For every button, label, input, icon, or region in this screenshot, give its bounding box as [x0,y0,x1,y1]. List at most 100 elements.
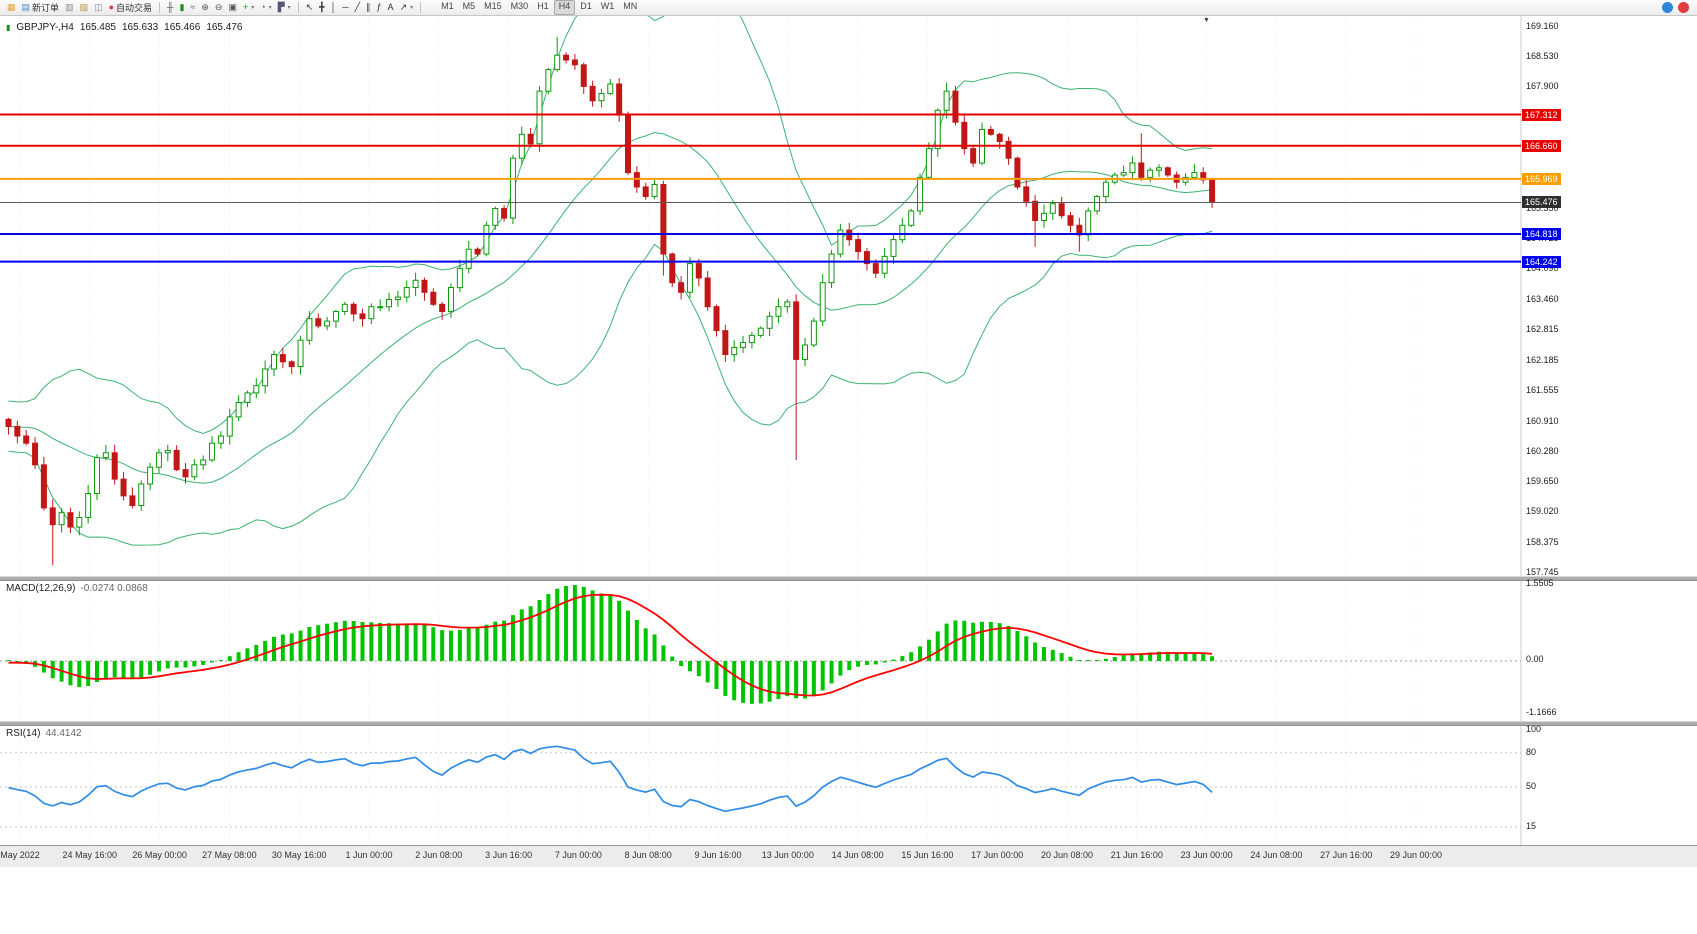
horizontal-line-icon: ─ [342,2,349,12]
time-tick-label: 17 Jun 00:00 [971,850,1024,860]
candlestick-icon: ▮ [179,2,185,12]
horizontal-line-button[interactable]: ─ [339,1,351,15]
templates-button[interactable]: ▛ ▾ [275,1,294,15]
level-price-label[interactable]: 164.242 [1522,255,1561,268]
vertical-line-button[interactable]: │ [328,1,340,15]
price-axis[interactable]: 169.160168.530167.900165.350164.725164.0… [1521,16,1697,845]
candlestick-button[interactable]: ▮ [176,1,187,15]
price-tick-label: 158.375 [1526,537,1559,548]
zoom-in-icon: ⊕ [201,2,209,12]
time-tick-label: 7 Jun 00:00 [554,850,602,860]
profiles-button[interactable]: ▨ [77,1,92,15]
time-tick-label: 29 Jun 00:00 [1389,850,1443,860]
notification-icon[interactable] [1678,2,1689,13]
time-tick-label: 24 May 16:00 [62,850,118,860]
app-logo-icon: ▦ [7,2,16,12]
market-watch-button[interactable]: ◫ [91,1,106,15]
time-tick-label: 27 May 08:00 [202,850,257,860]
rsi-scale-label: 100 [1526,724,1542,734]
cursor-button[interactable]: ↖ [303,1,317,15]
timeframe-m15[interactable]: M15 [484,1,502,11]
price-tick-label: 168.530 [1526,50,1559,61]
time-tick-label: May 2022 [0,850,40,860]
timeframe-h4[interactable]: H4 [553,0,576,15]
trendline-button[interactable]: ╱ [352,1,363,15]
time-axis[interactable]: May 2022 24 May 16:00 26 May 00:00 27 May 0… [0,845,1697,867]
macd-name: MACD(12,26,9) [6,583,76,594]
macd-indicator-label: MACD(12,26,9) -0.0274 0.0868 [6,583,148,594]
price-tick-label: 159.020 [1526,506,1559,517]
macd-values: -0.0274 0.0868 [80,583,148,594]
charts-button[interactable]: ▥ [62,1,77,15]
price-tick-label: 162.815 [1526,324,1559,335]
price-tick-label: 161.555 [1526,384,1559,395]
channel-button[interactable]: ∥ [363,1,374,15]
zoom-out-icon: ⊖ [214,2,223,12]
rsi-name: RSI(14) [6,728,41,739]
symbol-name: GBPJPY-,H4 [16,22,74,33]
line-chart-icon: ≈ [190,2,196,12]
dropdown-arrow-icon: ▾ [410,5,414,11]
arrows-icon: ↗ [399,2,408,12]
chart-shift-marker[interactable]: ▼ [1203,17,1210,24]
crosshair-button[interactable]: ╋ [316,1,327,15]
time-tick-label: 21 Jun 16:00 [1110,850,1163,860]
periods-icon: ◔ [260,2,266,12]
indicators-icon: + [242,2,249,12]
templates-icon: ▛ [277,2,285,12]
time-tick-label: 23 Jun 00:00 [1180,850,1233,860]
fibonacci-button[interactable]: ƒ [374,1,385,15]
time-tick-label: 14 Jun 08:00 [831,850,884,860]
line-chart-button[interactable]: ≈ [187,1,198,15]
current-price-label[interactable]: 165.476 [1522,196,1561,209]
new-order-button[interactable]: ▤ 新订单 [19,1,63,15]
app-logo[interactable]: ▦ [4,1,19,15]
price-tick-label: 169.160 [1526,20,1559,31]
macd-scale-zero: 0.00 [1526,654,1544,664]
tile-windows-button[interactable]: ▣ [225,1,240,15]
time-tick-label: 26 May 00:00 [132,850,187,860]
ohlc-open: 165.485 [79,22,116,33]
rsi-scale-label: 15 [1526,820,1537,831]
autotrading-icon: ● [108,2,115,12]
indicators-button[interactable]: + ▾ [240,1,257,15]
text-button[interactable]: A [385,1,397,15]
rsi-scale-label: 80 [1526,746,1537,757]
macd-scale-bottom: -1.1666 [1526,707,1557,717]
channel-icon: ∥ [366,2,371,12]
price-tick-label: 163.460 [1526,293,1559,304]
time-tick-label: 3 Jun 16:00 [485,850,533,860]
crosshair-icon: ╋ [319,2,325,12]
level-price-label[interactable]: 166.660 [1522,139,1561,152]
time-tick-label: 24 Jun 08:00 [1250,850,1303,860]
time-tick-label: 2 Jun 08:00 [415,850,463,860]
timeframe-mn[interactable]: MN [623,1,638,11]
zoom-out-button[interactable]: ⊖ [212,1,226,15]
chat-icon[interactable] [1662,2,1673,13]
autotrading-button[interactable]: ● 自动交易 [106,1,155,15]
level-price-label[interactable]: 164.818 [1522,227,1561,240]
toolbar-separator [420,2,422,13]
time-tick-label: 30 May 16:00 [271,850,327,860]
level-price-label[interactable]: 165.969 [1522,172,1561,185]
timeframe-m30[interactable]: M30 [510,1,529,11]
timeframe-w1[interactable]: W1 [600,1,615,11]
periods-button[interactable]: ◔ ▾ [257,1,274,15]
main-toolbar: ▦ ▤ 新订单 ▥ ▨ ◫ ● 自动交易 ╫ ▮ ≈ ⊕ ⊖ ▣ + ▾ ◔ ▾ ▛ ▾ ↖ ╋ │ ─ ╱ ∥ ƒ A ↗ ▾ M1 M5 M… [0,0,1697,16]
time-tick-label: 9 Jun 16:00 [694,850,742,860]
zoom-in-button[interactable]: ⊕ [198,1,212,15]
panel-separator-rsi[interactable] [0,721,1697,726]
level-price-label[interactable]: 167.312 [1522,108,1561,121]
cursor-icon: ↖ [305,2,314,12]
tile-windows-icon: ▣ [228,2,237,12]
panel-separator-macd[interactable] [0,576,1697,581]
arrows-button[interactable]: ↗ ▾ [397,1,417,15]
bar-chart-icon: ╫ [167,2,174,12]
timeframe-m5[interactable]: M5 [462,1,476,11]
timeframe-m1[interactable]: M1 [441,1,454,11]
bar-chart-button[interactable]: ╫ [164,1,176,15]
dropdown-arrow-icon: ▾ [287,5,291,11]
timeframe-h1[interactable]: H1 [537,1,549,11]
timeframe-d1[interactable]: D1 [580,1,592,11]
